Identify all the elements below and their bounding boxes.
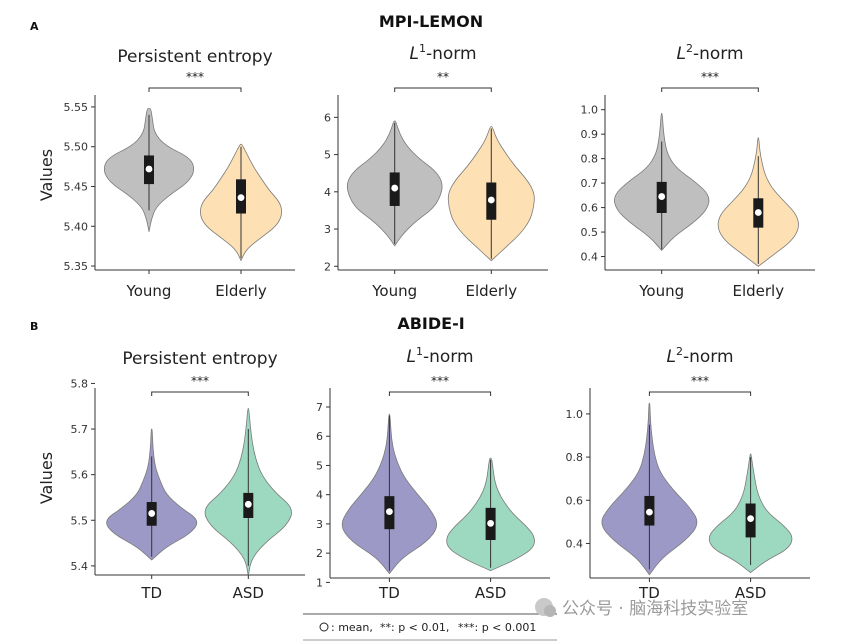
y-tick-label: 5.8	[71, 377, 89, 390]
x-tick-label: ASD	[233, 584, 264, 602]
x-tick-label: Young	[126, 282, 172, 300]
mean-marker-young	[658, 193, 666, 200]
x-tick-label: ASD	[475, 584, 506, 602]
y-tick-label: 2	[324, 260, 331, 273]
mean-marker-td	[148, 510, 156, 517]
y-tick-label: 3	[324, 223, 331, 236]
significance-bracket	[648, 391, 752, 396]
y-tick-label: 5.5	[71, 514, 89, 527]
y-tick-label: 0.8	[581, 153, 599, 166]
significance-stars: ***	[186, 70, 204, 84]
legend-p001-text: ***: p < 0.001	[458, 621, 536, 634]
x-tick-label: ASD	[735, 584, 766, 602]
x-tick-label: TD	[378, 584, 400, 602]
significance-stars: ***	[191, 374, 209, 388]
ylabel-row-a: Values	[37, 149, 56, 201]
y-tick-label: 0.4	[581, 251, 599, 264]
panel-label-b: B	[30, 320, 38, 333]
y-tick-label: 6	[316, 430, 323, 443]
mean-marker-td	[646, 508, 653, 516]
mean-marker-asd	[487, 519, 494, 527]
mean-marker-young	[145, 165, 153, 173]
chart-panel-4: 5.4 5.5 5.6 5.7 5.8 Persistent entropy *** TD AS…	[71, 349, 305, 602]
y-tick-label: 6	[324, 111, 331, 124]
x-tick-label: Young	[371, 282, 417, 300]
y-tick-label: 5.7	[71, 423, 89, 436]
significance-bracket	[394, 87, 492, 92]
subplot-title: L2-norm	[666, 345, 733, 367]
x-tick-label: Elderly	[215, 282, 267, 300]
y-tick-label: 5.6	[71, 469, 89, 482]
mean-marker-asd	[244, 500, 252, 508]
y-tick-label: 5.55	[64, 101, 89, 114]
y-tick-label: 5.35	[64, 260, 89, 273]
significance-bracket	[151, 391, 249, 396]
x-tick-label: Young	[638, 282, 684, 300]
y-tick-label: 5.45	[64, 180, 89, 193]
y-tick-label: 7	[316, 401, 323, 414]
legend-mean-text: : mean,	[331, 621, 373, 634]
y-tick-label: 5	[324, 149, 331, 162]
x-tick-label: Elderly	[465, 282, 517, 300]
y-tick-label: 1.0	[566, 408, 584, 421]
chart-panel-5: 1 2 3 4 5 6 7 L1-norm *** TD ASD	[316, 345, 550, 602]
mean-marker-asd	[747, 515, 754, 523]
chart-panel-6: 0.4 0.6 0.8 1.0 L2-norm *** TD ASD	[566, 345, 810, 602]
y-tick-label: 5.50	[64, 141, 89, 154]
watermark-text: 公众号 · 脑海科技实验室	[562, 599, 748, 619]
significance-stars: ***	[701, 70, 719, 84]
legend-mean-marker	[319, 622, 329, 632]
y-tick-label: 0.5	[581, 226, 599, 239]
y-tick-label: 0.6	[566, 494, 584, 507]
subplot-title: L1-norm	[409, 42, 476, 64]
mean-marker-td	[386, 508, 393, 516]
mean-marker-elderly	[754, 209, 762, 216]
row-title-abide-i: ABIDE-I	[397, 314, 464, 333]
y-tick-label: 5	[316, 459, 323, 472]
legend-p01-text: **: p < 0.01,	[380, 621, 449, 634]
chart-panel-2: 2 3 4 5 6 L1-norm ** Young Elderly	[324, 42, 548, 300]
ylabel-row-b: Values	[37, 452, 56, 504]
y-tick-label: 0.8	[566, 451, 584, 464]
y-tick-label: 3	[316, 518, 323, 531]
y-tick-label: 1.0	[581, 104, 599, 117]
legend: : mean, **: p < 0.01, ***: p < 0.001	[303, 613, 557, 641]
y-tick-label: 5.40	[64, 220, 89, 233]
significance-bracket	[388, 391, 492, 396]
row-title-mpi-lemon: MPI-LEMON	[379, 12, 483, 31]
mean-marker-elderly	[487, 196, 495, 204]
subplot-title: Persistent entropy	[117, 47, 272, 67]
significance-bracket	[148, 87, 242, 92]
significance-stars: ***	[691, 374, 709, 388]
significance-stars: **	[437, 70, 449, 84]
chart-panel-3: 0.4 0.5 0.6 0.7 0.8 0.9 1.0 L2-norm *** Young Elde…	[581, 42, 815, 300]
subplot-title: L2-norm	[676, 42, 743, 64]
mean-marker-young	[391, 184, 399, 192]
y-tick-label: 4	[324, 186, 331, 199]
y-tick-label: 0.7	[581, 177, 599, 190]
mean-marker-elderly	[237, 194, 245, 202]
panel-label-a: A	[30, 20, 39, 33]
y-tick-label: 0.9	[581, 128, 599, 141]
chart-panel-1: 5.35 5.40 5.45 5.50 5.55 Persistent entropy **…	[64, 47, 295, 300]
subplot-title: L1-norm	[406, 345, 473, 367]
wechat-icon-inner	[544, 605, 556, 617]
y-tick-label: 1	[316, 576, 323, 589]
significance-bracket	[661, 87, 759, 92]
y-tick-label: 0.6	[581, 202, 599, 215]
x-tick-label: Elderly	[732, 282, 784, 300]
significance-stars: ***	[431, 374, 449, 388]
y-tick-label: 0.4	[566, 537, 584, 550]
y-tick-label: 5.4	[71, 560, 89, 573]
y-tick-label: 4	[316, 489, 323, 502]
x-tick-label: TD	[638, 584, 660, 602]
subplot-title: Persistent entropy	[122, 349, 277, 369]
watermark: 公众号 · 脑海科技实验室	[535, 598, 748, 619]
y-tick-label: 2	[316, 547, 323, 560]
x-tick-label: TD	[140, 584, 162, 602]
